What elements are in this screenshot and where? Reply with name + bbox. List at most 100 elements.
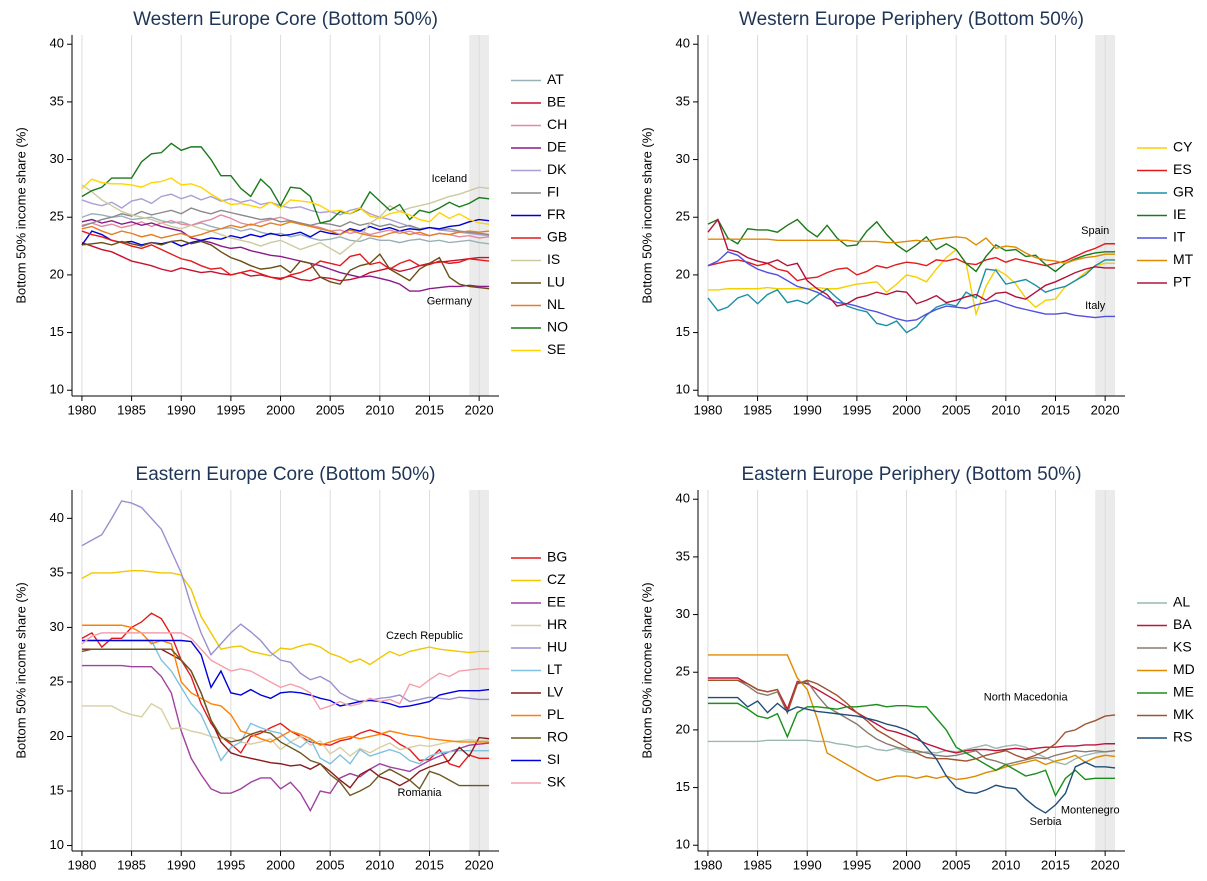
legend-label: LT	[547, 661, 563, 677]
x-tick-label: 2005	[942, 857, 971, 872]
legend-label: HR	[547, 616, 567, 632]
chart-title: Eastern Europe Core (Bottom 50%)	[136, 464, 436, 485]
x-tick-label: 2020	[1091, 857, 1120, 872]
legend-label: BG	[547, 549, 567, 565]
legend-label: NL	[547, 296, 565, 312]
x-tick-label: 2015	[1041, 857, 1070, 872]
legend-label: FR	[547, 206, 566, 222]
y-tick-label: 25	[50, 209, 64, 224]
x-tick-label: 2005	[942, 402, 971, 417]
x-tick-label: 2010	[365, 402, 394, 417]
legend-label: IT	[1173, 229, 1186, 245]
x-tick-label: 1995	[216, 402, 245, 417]
series-line	[707, 679, 1116, 762]
annotation: Montenegro	[1061, 805, 1120, 817]
legend-label: PT	[1173, 274, 1191, 290]
series-line	[81, 142, 490, 224]
legend-label: CY	[1173, 139, 1193, 155]
legend-label: KS	[1173, 639, 1192, 655]
legend-label: IE	[1173, 206, 1186, 222]
legend-label: SK	[547, 774, 566, 790]
y-tick-label: 15	[676, 779, 690, 794]
series-line	[81, 230, 490, 281]
legend-label: BE	[547, 94, 566, 110]
y-tick-label: 15	[50, 782, 64, 797]
legend-label: IS	[547, 251, 560, 267]
y-axis-label: Bottom 50% income share (%)	[13, 582, 28, 758]
x-tick-label: 1995	[842, 857, 871, 872]
legend-label: GB	[547, 229, 567, 245]
legend-label: LU	[547, 274, 565, 290]
series-line	[707, 218, 1116, 307]
x-tick-label: 1985	[743, 857, 772, 872]
series-line	[707, 236, 1116, 265]
x-tick-label: 1980	[67, 402, 96, 417]
y-tick-label: 15	[50, 324, 64, 339]
y-tick-label: 30	[50, 151, 64, 166]
series-line	[707, 702, 1116, 798]
x-tick-label: 2000	[892, 402, 921, 417]
x-tick-label: 1995	[216, 857, 245, 872]
legend-label: BA	[1173, 616, 1192, 632]
legend-label: AT	[547, 71, 564, 87]
y-tick-label: 10	[50, 382, 64, 397]
y-tick-label: 10	[50, 837, 64, 852]
x-tick-label: 2010	[991, 402, 1020, 417]
series-line	[81, 648, 490, 797]
series-line	[81, 664, 490, 813]
series-line	[81, 612, 490, 768]
series-line	[81, 207, 490, 236]
annotation: Spain	[1081, 225, 1109, 237]
x-tick-label: 1990	[167, 402, 196, 417]
y-tick-label: 35	[676, 548, 690, 563]
legend-label: NO	[547, 319, 568, 335]
annotation: Germany	[427, 295, 473, 307]
y-tick-label: 25	[50, 673, 64, 688]
x-tick-label: 2015	[1041, 402, 1070, 417]
annotation: North Macedonia	[984, 692, 1069, 704]
y-tick-label: 25	[676, 664, 690, 679]
series-line	[707, 259, 1116, 334]
annotation: Iceland	[432, 173, 467, 185]
annotation: Italy	[1085, 300, 1106, 312]
x-tick-label: 2005	[316, 402, 345, 417]
x-tick-label: 2000	[892, 857, 921, 872]
x-tick-label: 1985	[117, 857, 146, 872]
series-line	[81, 500, 490, 703]
y-tick-label: 20	[676, 721, 690, 736]
annotation: Czech Republic	[386, 630, 464, 642]
x-tick-label: 1980	[693, 402, 722, 417]
legend-label: MT	[1173, 251, 1194, 267]
series-line	[81, 184, 490, 255]
x-tick-label: 2000	[266, 402, 295, 417]
series-line	[81, 193, 490, 237]
annotation: Serbia	[1030, 816, 1063, 828]
series-line	[81, 239, 490, 290]
legend-label: RS	[1173, 729, 1192, 745]
legend-label: HU	[547, 639, 567, 655]
y-tick-label: 35	[676, 93, 690, 108]
y-tick-label: 35	[50, 93, 64, 108]
panel: 1980 1985 1990 1995 2000 2005 2010 2015 2020 10 15…	[639, 9, 1194, 417]
series-line	[81, 218, 490, 292]
series-line	[81, 177, 490, 225]
panel: 1980 1985 1990 1995 2000 2005 2010 2015 2020 10 15…	[13, 9, 568, 417]
legend-label: ME	[1173, 684, 1194, 700]
legend-label: PL	[547, 706, 564, 722]
series-line	[707, 218, 1116, 273]
x-tick-label: 2020	[465, 857, 494, 872]
series-line	[81, 570, 490, 666]
x-tick-label: 2000	[266, 857, 295, 872]
legend-label: LV	[547, 684, 564, 700]
y-tick-label: 20	[50, 266, 64, 281]
y-tick-label: 20	[676, 266, 690, 281]
y-tick-label: 40	[50, 36, 64, 51]
legend-label: DE	[547, 139, 566, 155]
series-line	[81, 639, 490, 708]
y-tick-label: 20	[50, 728, 64, 743]
y-tick-label: 40	[676, 491, 690, 506]
y-tick-label: 30	[676, 606, 690, 621]
legend-label: DK	[547, 161, 567, 177]
series-line	[81, 632, 490, 711]
legend-label: GR	[1173, 184, 1194, 200]
